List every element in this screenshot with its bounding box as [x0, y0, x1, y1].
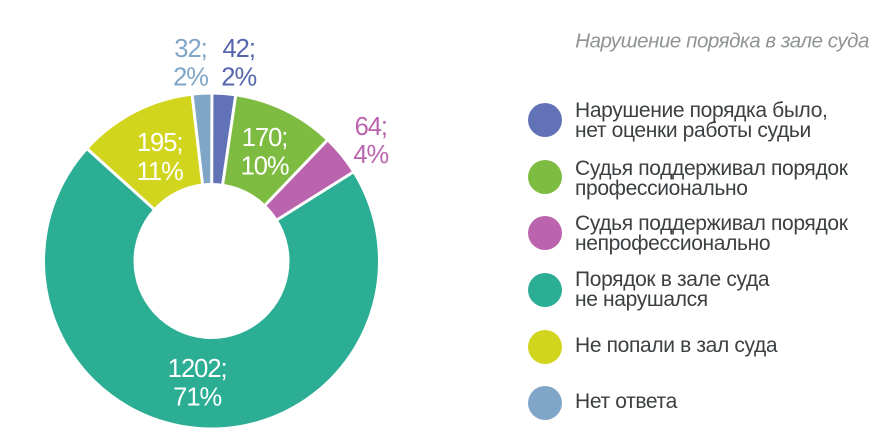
svg-text:2%: 2% [221, 63, 256, 91]
svg-text:42;: 42; [222, 35, 254, 63]
svg-text:71%: 71% [173, 383, 221, 411]
svg-text:Нарушение порядка в зале суда: Нарушение порядка в зале суда [575, 29, 869, 52]
svg-text:170;: 170; [242, 124, 288, 152]
svg-text:32;: 32; [174, 35, 206, 63]
svg-text:4%: 4% [353, 141, 388, 169]
svg-text:195;: 195; [137, 129, 183, 157]
svg-text:2%: 2% [173, 63, 208, 91]
svg-text:11%: 11% [137, 158, 183, 186]
svg-text:64;: 64; [355, 113, 387, 141]
svg-text:10%: 10% [241, 153, 289, 181]
svg-text:1202;: 1202; [168, 355, 227, 383]
